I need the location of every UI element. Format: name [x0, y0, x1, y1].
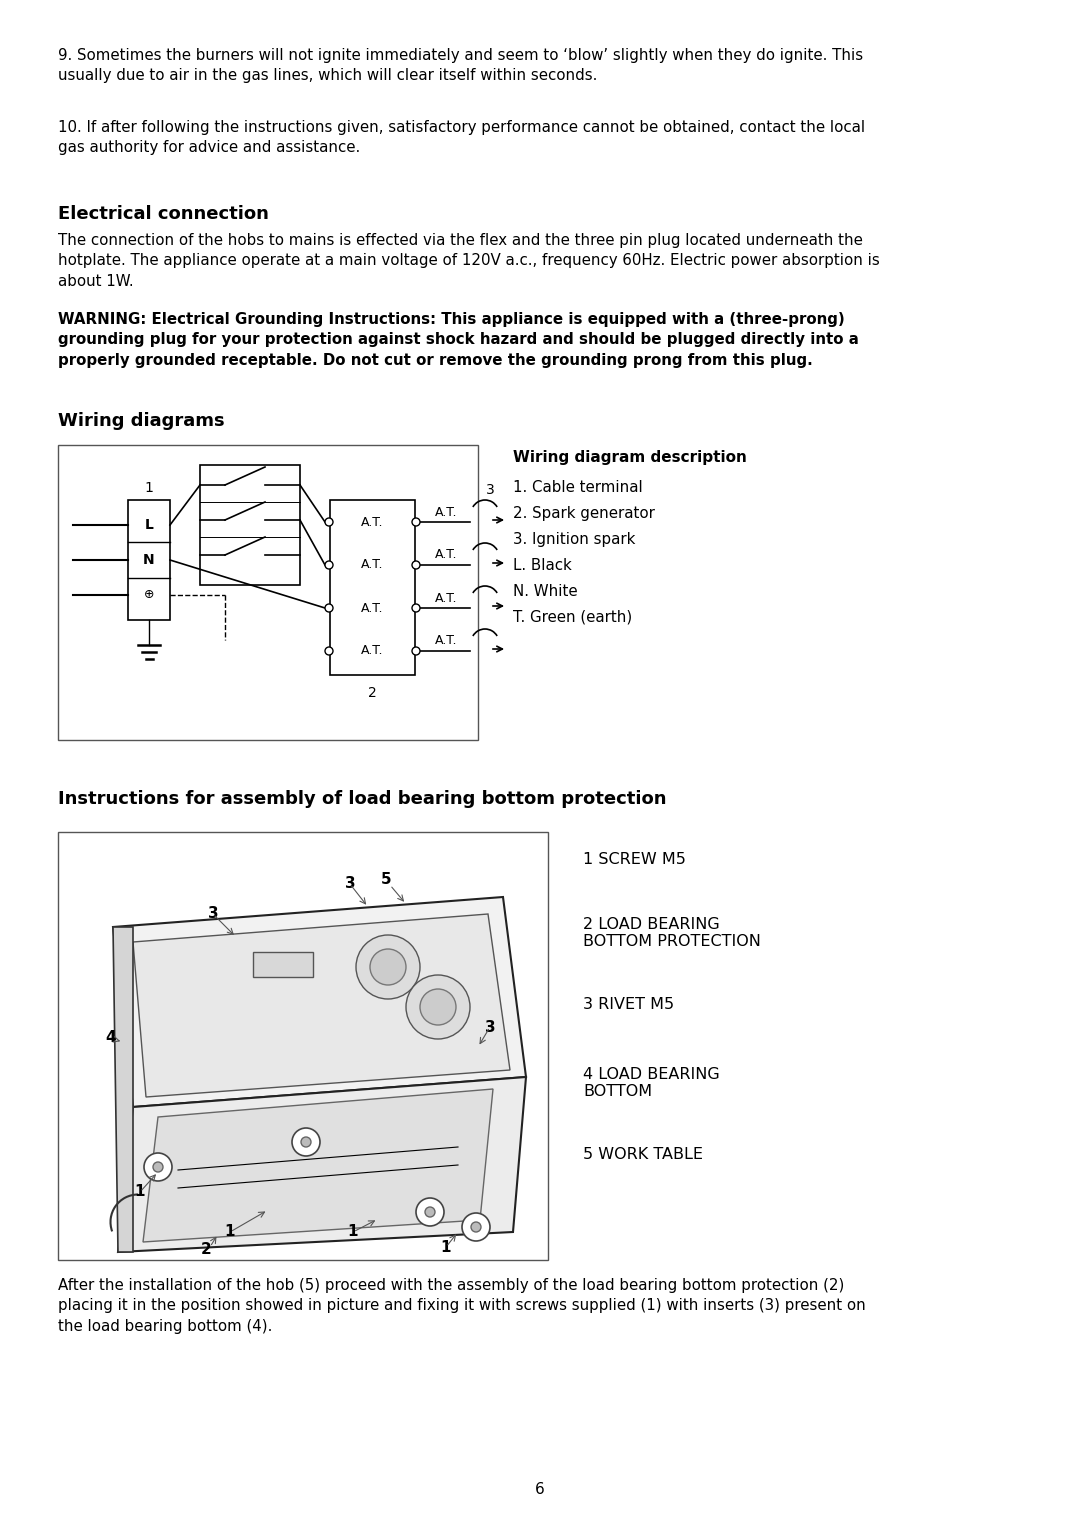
Bar	[330, 500, 415, 675]
Text: 2: 2	[201, 1242, 212, 1258]
Text: A.T.: A.T.	[361, 602, 383, 614]
Text: A.T.: A.T.	[361, 515, 383, 529]
Text: 1: 1	[135, 1184, 145, 1199]
Text: Wiring diagram description: Wiring diagram description	[513, 451, 747, 465]
Text: 2 LOAD BEARING
BOTTOM PROTECTION: 2 LOAD BEARING BOTTOM PROTECTION	[583, 917, 761, 949]
Text: WARNING: Electrical Grounding Instructions: This appliance is equipped with a (t: WARNING: Electrical Grounding Instructio…	[58, 312, 859, 368]
Text: A.T.: A.T.	[435, 506, 458, 518]
Circle shape	[411, 646, 420, 656]
Circle shape	[462, 1213, 490, 1241]
Text: 2: 2	[368, 686, 377, 700]
Circle shape	[325, 604, 333, 613]
Text: L: L	[145, 518, 153, 532]
Text: 2. Spark generator: 2. Spark generator	[513, 506, 654, 521]
Polygon shape	[143, 1089, 492, 1242]
Circle shape	[416, 1198, 444, 1225]
Circle shape	[411, 518, 420, 526]
Circle shape	[426, 1207, 435, 1216]
Text: N. White: N. White	[513, 584, 578, 599]
Circle shape	[411, 561, 420, 568]
Text: 1 SCREW M5: 1 SCREW M5	[583, 853, 686, 866]
Text: 5: 5	[380, 871, 391, 886]
Text: Instructions for assembly of load bearing bottom protection: Instructions for assembly of load bearin…	[58, 790, 666, 808]
Circle shape	[325, 646, 333, 656]
Text: 3: 3	[486, 483, 495, 497]
Text: Electrical connection: Electrical connection	[58, 205, 269, 223]
Text: 1: 1	[225, 1224, 235, 1239]
Text: 3: 3	[207, 906, 218, 921]
Text: 10. If after following the instructions given, satisfactory performance cannot b: 10. If after following the instructions …	[58, 121, 865, 156]
Text: ⊕: ⊕	[144, 588, 154, 602]
Text: 3: 3	[485, 1019, 496, 1034]
Text: A.T.: A.T.	[435, 549, 458, 561]
Text: 1: 1	[441, 1239, 451, 1254]
Polygon shape	[118, 1077, 526, 1251]
Text: 3. Ignition spark: 3. Ignition spark	[513, 532, 635, 547]
Text: Wiring diagrams: Wiring diagrams	[58, 413, 225, 429]
Circle shape	[406, 975, 470, 1039]
Text: N: N	[144, 553, 154, 567]
Circle shape	[325, 518, 333, 526]
Text: 4 LOAD BEARING
BOTTOM: 4 LOAD BEARING BOTTOM	[583, 1067, 719, 1100]
Text: A.T.: A.T.	[361, 645, 383, 657]
Bar	[253, 952, 313, 976]
Text: 1: 1	[348, 1224, 359, 1239]
Text: 5 WORK TABLE: 5 WORK TABLE	[583, 1148, 703, 1161]
Circle shape	[301, 1137, 311, 1148]
Circle shape	[153, 1161, 163, 1172]
Circle shape	[411, 604, 420, 613]
Text: A.T.: A.T.	[435, 591, 458, 605]
Circle shape	[356, 935, 420, 999]
Circle shape	[144, 1154, 172, 1181]
Text: 9. Sometimes the burners will not ignite immediately and seem to ‘blow’ slightly: 9. Sometimes the burners will not ignite…	[58, 47, 863, 84]
Circle shape	[370, 949, 406, 986]
Polygon shape	[113, 927, 133, 1251]
Bar	[200, 465, 300, 585]
Text: 3: 3	[345, 877, 355, 891]
Polygon shape	[113, 897, 526, 1106]
Text: 1. Cable terminal: 1. Cable terminal	[513, 480, 643, 495]
Text: 6: 6	[535, 1482, 545, 1497]
Polygon shape	[133, 914, 510, 1097]
Text: 3 RIVET M5: 3 RIVET M5	[583, 996, 674, 1012]
Text: 1: 1	[145, 481, 153, 495]
Text: T. Green (earth): T. Green (earth)	[513, 610, 632, 625]
Bar	[129, 500, 170, 620]
Text: L. Black: L. Black	[513, 558, 571, 573]
Bar	[58, 833, 548, 1261]
Bar	[58, 445, 478, 740]
Circle shape	[292, 1128, 320, 1157]
Text: A.T.: A.T.	[435, 634, 458, 648]
Text: A.T.: A.T.	[361, 559, 383, 571]
Circle shape	[325, 561, 333, 568]
Text: The connection of the hobs to mains is effected via the flex and the three pin p: The connection of the hobs to mains is e…	[58, 232, 880, 289]
Circle shape	[420, 989, 456, 1025]
Circle shape	[471, 1222, 481, 1232]
Text: After the installation of the hob (5) proceed with the assembly of the load bear: After the installation of the hob (5) pr…	[58, 1277, 866, 1334]
Text: 4: 4	[106, 1030, 117, 1045]
